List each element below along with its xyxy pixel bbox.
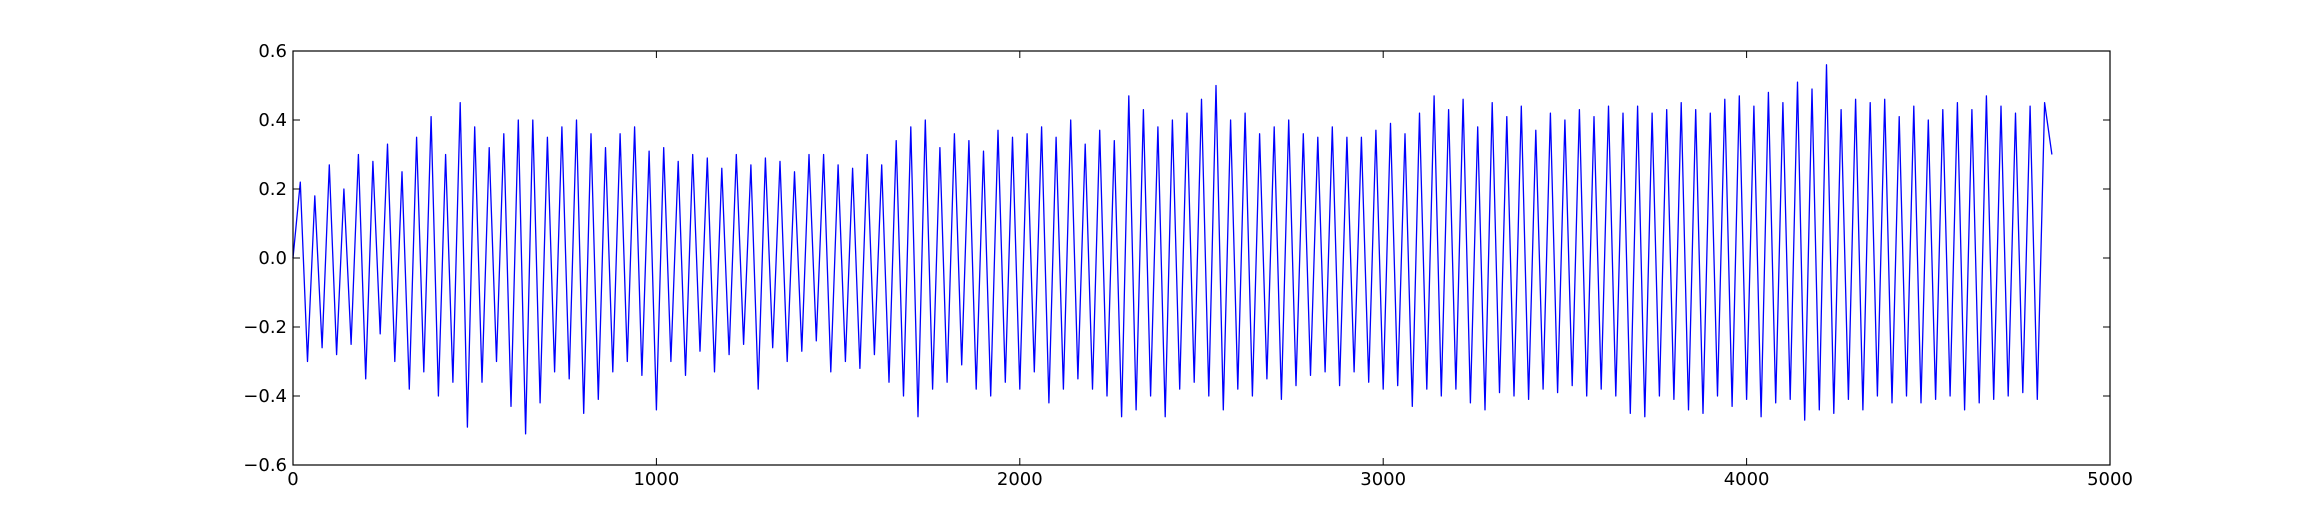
x-tick-label: 5000 bbox=[2087, 469, 2133, 490]
x-tick-label: 0 bbox=[287, 469, 298, 490]
x-tick-label: 2000 bbox=[997, 469, 1043, 490]
y-tick-label: −0.4 bbox=[243, 386, 287, 407]
x-axis: 0 1000 2000 3000 4000 5000 bbox=[287, 469, 2133, 490]
plot-area bbox=[292, 64, 2053, 435]
y-tick-label: 0.4 bbox=[258, 110, 287, 131]
axis-ticks bbox=[292, 50, 2111, 466]
y-axis: −0.6 −0.4 −0.2 0.0 0.2 0.4 0.6 bbox=[243, 41, 287, 476]
y-tick-label: 0.0 bbox=[258, 248, 287, 269]
y-tick-label: −0.2 bbox=[243, 317, 287, 338]
x-tick-label: 4000 bbox=[1724, 469, 1770, 490]
y-tick-label: 0.2 bbox=[258, 179, 287, 200]
series-line bbox=[292, 64, 2053, 435]
y-tick-label: 0.6 bbox=[258, 41, 287, 62]
x-tick-label: 1000 bbox=[633, 469, 679, 490]
y-tick-label: −0.6 bbox=[243, 455, 287, 476]
x-tick-label: 3000 bbox=[1360, 469, 1406, 490]
